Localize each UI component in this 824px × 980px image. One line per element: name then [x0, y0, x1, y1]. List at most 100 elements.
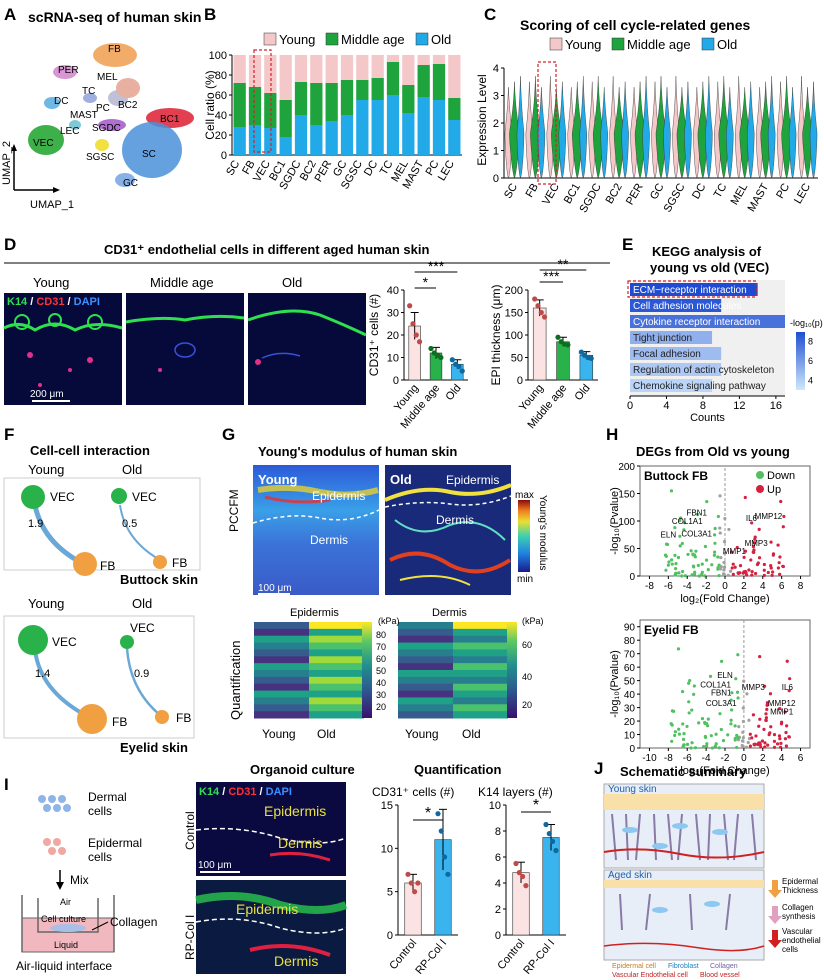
c-xtick-label: DC: [690, 181, 708, 201]
e-xtick-label: 8: [700, 400, 706, 412]
chartH1-point: [766, 570, 770, 575]
chartD1-point: [456, 363, 462, 370]
e-cbar-tick: 4: [808, 375, 813, 385]
chartH2-point: [700, 717, 705, 721]
c-violin-TC-Old: [726, 87, 734, 179]
chartH1-point: [762, 573, 766, 578]
f-b-fb-label-old: FB: [172, 556, 187, 570]
svg-text:80: 80: [376, 630, 386, 640]
f-b-fb-young: [73, 552, 97, 576]
chartH1-point: [749, 558, 753, 562]
chartH1-point: [703, 544, 708, 549]
umap-clusters: [28, 43, 194, 187]
b-bar-FB-Young: [248, 55, 262, 87]
chartH1-point: [676, 555, 681, 560]
heatDer-cell: [453, 663, 508, 671]
i-cd31-title: CD31⁺ cells (#): [372, 785, 454, 799]
legend-young: Young: [279, 32, 315, 47]
chartH1-point: [722, 572, 726, 576]
chartH2-point: [763, 745, 767, 749]
chartI1-point: [442, 854, 448, 860]
chartH2-point: [785, 659, 789, 663]
chartH2-point: [729, 698, 733, 702]
chartD1-point: [438, 354, 444, 361]
label-bc1: BC1: [160, 114, 180, 125]
c-ytick-label: 1: [493, 146, 499, 158]
svg-text:20: 20: [522, 700, 532, 710]
chartI2-ytick-label: 10: [489, 800, 501, 812]
c-xtick-label: TC: [712, 181, 730, 200]
j-aged-fibroblasts: [652, 901, 720, 913]
chartH1-ytick-label: 100: [618, 517, 635, 528]
chartH2-point: [673, 733, 677, 738]
j-aged-vessel: [603, 942, 765, 952]
chartI2-ytick-label: 8: [495, 826, 501, 838]
heatDer-cell: [398, 642, 453, 650]
chartH2-point: [736, 696, 740, 700]
heatDer-cell: [398, 711, 453, 719]
cluster-per: [53, 65, 77, 79]
c-ytick-label: 0: [493, 173, 499, 185]
chartH1-point: [680, 541, 684, 546]
d-stain-dapi: DAPI: [74, 296, 100, 308]
j-aged-epidermis: [604, 880, 764, 888]
heatDer-cell: [453, 642, 508, 650]
chartI2-point: [550, 838, 556, 845]
chartH1-point: [693, 570, 697, 574]
chartH1-point: [778, 572, 782, 576]
chartH1-point: [722, 565, 727, 569]
chartH2-point: [687, 681, 691, 685]
panel-h: H DEGs from Old vs young -8 -6 -4 -2 0 2 4 6 805…: [606, 425, 811, 777]
b-bar-PER-Old: [325, 121, 338, 155]
g-der-colorbar: [507, 622, 517, 718]
chartH2-point: [764, 712, 768, 716]
i-control-epidermis: Epidermis: [264, 803, 326, 819]
j-leg2: Fibroblast: [668, 963, 699, 970]
c-violin-SGDC-Old: [600, 87, 608, 179]
cluster-sc: [122, 122, 182, 178]
g-der-x-old: Old: [462, 727, 481, 741]
c-violin-PC-Old: [788, 87, 797, 179]
chartH1-ytick-label: 50: [624, 545, 636, 556]
chartD2-point: [535, 303, 541, 309]
b-bar-PER-Middle-age: [325, 83, 338, 121]
label-tc: TC: [82, 86, 95, 97]
g-heatmap-dermis: [398, 622, 508, 719]
chartH2-point: [703, 735, 708, 739]
chartH1-point: [706, 568, 710, 572]
chartI2-point: [513, 860, 519, 867]
g-cbar-min: min: [517, 574, 533, 585]
chartH2-gene-MMP3: MMP3: [742, 683, 766, 692]
chartH1-point: [723, 551, 727, 555]
chartI2-point: [546, 831, 552, 837]
chartH2-point: [710, 746, 715, 750]
b-bar-SGDC-Young: [294, 55, 308, 82]
chartH1-point: [716, 514, 720, 519]
chartH2-point: [763, 741, 767, 745]
chartH1-point: [745, 573, 749, 577]
g-cbar-max: max: [515, 490, 534, 501]
heatEpi-cell: [309, 622, 364, 630]
chartH2-point: [742, 679, 746, 683]
chartD1-point: [410, 321, 416, 327]
chartH2-point: [693, 746, 698, 750]
chartH2-point: [772, 733, 777, 737]
g-scale-label: 100 μm: [258, 583, 292, 594]
chartH2-ytick-label: 70: [624, 650, 636, 661]
chartH1-point: [678, 534, 682, 538]
i-collagen: Collagen: [110, 915, 157, 929]
label-mast: MAST: [70, 110, 98, 121]
chartH2-gene-COL1A1: COL1A1: [700, 680, 731, 689]
g-young-label: Young: [258, 472, 298, 487]
d1-sig-2: ***: [428, 258, 445, 274]
c-violin-BC2-Old: [621, 81, 629, 179]
heatDer-cell: [453, 683, 508, 692]
chartH2-ytick-label: 80: [624, 636, 636, 647]
b-legend: Young Middle age Old: [263, 32, 451, 47]
i-row-rp: RP-Col I: [183, 915, 197, 960]
f-e-fb-old: [155, 710, 169, 724]
b-bar-TC-Old: [386, 95, 400, 155]
e-xtick-label: 16: [770, 400, 782, 412]
